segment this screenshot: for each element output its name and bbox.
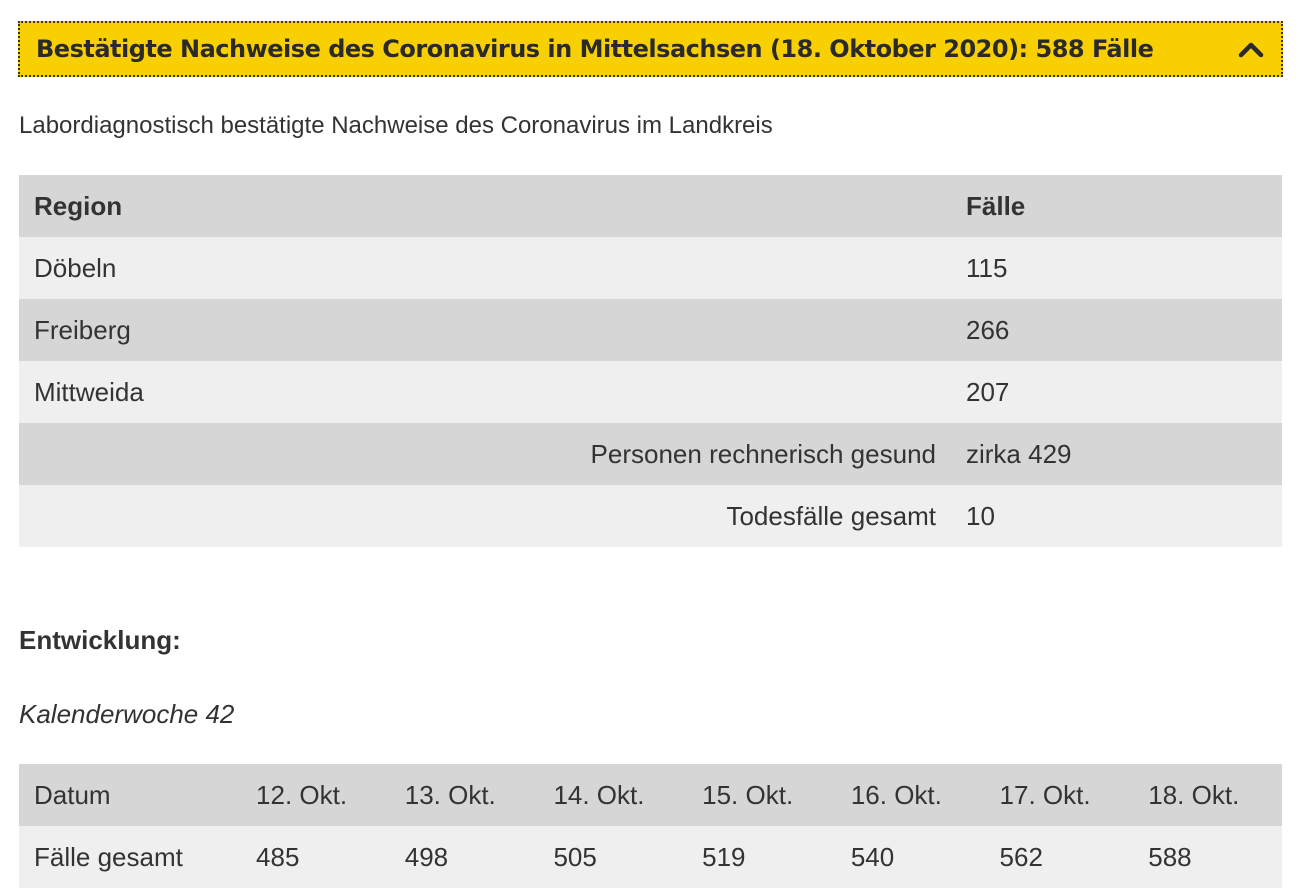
date-cell: 16. Okt. (850, 779, 942, 810)
timeline-table: Datum 12. Okt. 13. Okt. 14. Okt. 15. Okt… (19, 764, 1282, 888)
region-name: Döbeln (34, 252, 117, 283)
date-row: Datum 12. Okt. 13. Okt. 14. Okt. 15. Okt… (19, 764, 1282, 826)
cases-cell: 498 (404, 841, 449, 872)
table-row: Freiberg 266 (19, 299, 1282, 361)
summary-label: Personen rechnerisch gesund (590, 438, 936, 469)
date-cell: 15. Okt. (702, 779, 794, 810)
region-cases: 115 (966, 252, 1008, 283)
chevron-up-icon[interactable] (1237, 35, 1265, 63)
region-cases: 266 (966, 314, 1010, 345)
summary-row-deaths: Todesfälle gesamt 10 (19, 485, 1282, 547)
column-header-cases: Fälle (966, 190, 1026, 221)
summary-value: zirka 429 (966, 438, 1072, 469)
cases-row-label: Fälle gesamt (34, 841, 183, 872)
column-header-region: Region (34, 190, 123, 221)
date-cell: 13. Okt. (404, 779, 496, 810)
section-heading: Entwicklung: (19, 625, 181, 655)
cases-cell: 485 (256, 841, 300, 872)
cases-cell: 540 (850, 841, 895, 872)
table-row: Mittweida 207 (19, 361, 1282, 423)
region-name: Mittweida (34, 376, 144, 407)
accordion-title: Bestätigte Nachweise des Coronavirus in … (36, 35, 1154, 63)
date-row-label: Datum (34, 779, 111, 810)
region-name: Freiberg (34, 314, 131, 345)
table-row: Döbeln 115 (19, 237, 1282, 299)
cases-cell: 588 (1148, 841, 1192, 872)
summary-row-recovered: Personen rechnerisch gesund zirka 429 (19, 423, 1282, 485)
cases-cell: 519 (702, 841, 746, 872)
cases-cell: 505 (553, 841, 597, 872)
date-cell: 14. Okt. (553, 779, 645, 810)
accordion-header[interactable]: Bestätigte Nachweise des Coronavirus in … (18, 21, 1283, 77)
region-table: Region Fälle Döbeln 115 Freiberg 266 Mit… (19, 175, 1282, 547)
summary-value: 10 (966, 500, 995, 531)
date-cell: 12. Okt. (256, 779, 348, 810)
intro-text: Labordiagnostisch bestätigte Nachweise d… (19, 112, 773, 139)
cases-cell: 562 (999, 841, 1043, 872)
date-cell: 18. Okt. (1148, 779, 1240, 810)
summary-label: Todesfälle gesamt (726, 500, 936, 531)
table-header-row: Region Fälle (19, 175, 1282, 237)
region-cases: 207 (966, 376, 1010, 407)
week-label: Kalenderwoche 42 (19, 699, 235, 729)
cases-row: Fälle gesamt 485 498 505 519 540 562 588 (19, 826, 1282, 888)
date-cell: 17. Okt. (999, 779, 1091, 810)
